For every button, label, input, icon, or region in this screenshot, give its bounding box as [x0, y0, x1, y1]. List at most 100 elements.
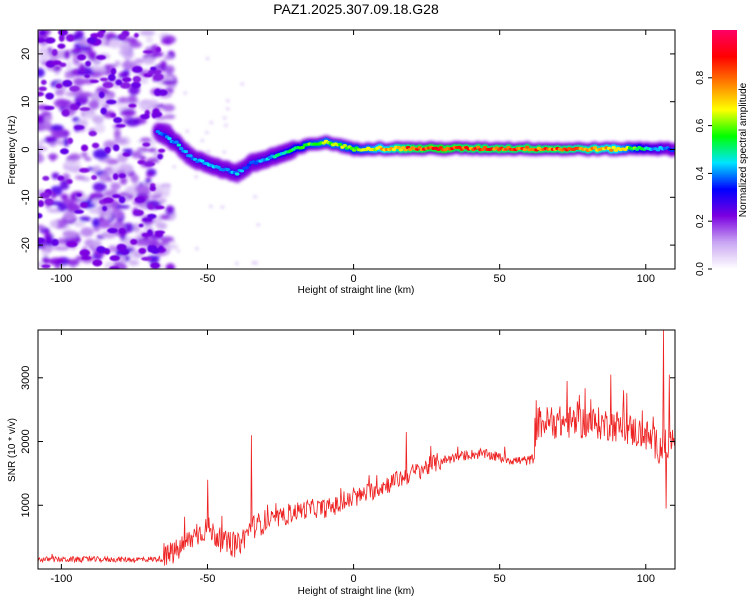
- noise-core: [102, 197, 114, 204]
- noise-speck: [254, 261, 258, 265]
- noise-blob: [165, 205, 175, 215]
- ridge-core: [522, 147, 528, 152]
- noise-blob: [63, 210, 76, 221]
- noise-core: [115, 123, 126, 128]
- noise-core: [112, 144, 120, 152]
- noise-core: [39, 30, 46, 36]
- noise-core: [154, 205, 165, 210]
- noise-blob: [91, 208, 101, 214]
- noise-core: [96, 245, 106, 254]
- noise-core: [150, 262, 160, 269]
- noise-core: [51, 238, 59, 247]
- noise-blob: [78, 37, 89, 46]
- y-tick-label: -10: [20, 189, 32, 205]
- noise-blob: [68, 153, 81, 161]
- noise-core: [44, 37, 56, 44]
- noise-core: [122, 77, 132, 83]
- noise-core: [141, 233, 151, 238]
- ridge-core: [592, 146, 598, 150]
- x-tick-label: 50: [494, 573, 506, 585]
- noise-blob: [81, 151, 88, 158]
- ridge-core: [246, 163, 252, 167]
- noise-blob: [145, 172, 154, 177]
- noise-core: [109, 255, 121, 262]
- noise-blob: [49, 153, 57, 162]
- y-tick-label: 1000: [20, 493, 32, 517]
- noise-core: [147, 69, 156, 75]
- noise-core: [66, 34, 75, 42]
- noise-blob: [118, 255, 126, 263]
- noise-blob: [99, 97, 107, 107]
- noise-core: [59, 148, 69, 155]
- noise-blob: [108, 245, 117, 253]
- noise-core: [43, 105, 55, 111]
- noise-blob: [38, 224, 45, 230]
- noise-blob: [149, 194, 162, 199]
- noise-blob: [165, 263, 176, 269]
- colorbar-gradient: [712, 30, 737, 269]
- noise-core: [107, 73, 116, 82]
- noise-blob: [64, 70, 72, 77]
- noise-blob: [118, 41, 132, 51]
- noise-speck: [240, 82, 244, 86]
- noise-speck: [226, 107, 230, 111]
- noise-blob: [158, 198, 167, 203]
- noise-core: [144, 161, 156, 167]
- noise-blob: [92, 217, 100, 228]
- noise-blob: [168, 83, 176, 90]
- noise-speck: [206, 57, 210, 60]
- noise-core: [58, 34, 65, 42]
- noise-blob: [80, 227, 94, 237]
- noise-blob: [38, 68, 45, 78]
- y-tick-label: 2000: [20, 429, 32, 453]
- noise-blob: [148, 147, 157, 153]
- noise-blob: [53, 98, 69, 108]
- colorbar-tick-label: 0.8: [695, 70, 706, 84]
- noise-blob: [121, 61, 133, 70]
- noise-speck: [224, 124, 228, 127]
- x-tick-label: 50: [494, 273, 506, 285]
- noise-blob: [38, 153, 45, 164]
- noise-speck: [223, 116, 227, 120]
- noise-speck: [183, 91, 187, 95]
- noise-blob: [134, 239, 151, 247]
- x-tick-label: -50: [200, 273, 216, 285]
- noise-blob: [114, 60, 121, 67]
- ridge-core: [342, 144, 348, 148]
- noise-core: [57, 30, 69, 36]
- noise-core: [112, 173, 119, 181]
- spectrogram-x-label: Height of straight line (km): [298, 285, 415, 296]
- noise-blob: [139, 155, 146, 161]
- noise-core: [107, 227, 118, 234]
- noise-core: [149, 185, 156, 192]
- noise-blob: [139, 30, 156, 36]
- ridge-core: [475, 145, 481, 149]
- x-tick-label: 0: [351, 573, 357, 585]
- ridge-core: [235, 172, 240, 176]
- noise-blob: [42, 249, 50, 257]
- noise-core: [57, 175, 65, 181]
- noise-blob: [63, 49, 71, 60]
- noise-blob: [46, 137, 58, 143]
- noise-blob: [165, 64, 175, 75]
- noise-core: [69, 85, 80, 92]
- ridge-core: [176, 143, 182, 147]
- snr-y-label: SNR (10 * v/v): [7, 418, 18, 482]
- noise-blob: [79, 91, 93, 98]
- y-tick-label: 0: [20, 146, 32, 152]
- noise-blob: [134, 58, 146, 64]
- noise-blob: [128, 259, 140, 266]
- noise-speck: [172, 240, 176, 243]
- noise-core: [44, 198, 54, 206]
- spectrogram-y-label: Frequency (Hz): [7, 116, 18, 185]
- x-tick-label: 0: [351, 273, 357, 285]
- noise-blobs: [38, 30, 260, 269]
- noise-core: [74, 125, 85, 130]
- noise-blob: [119, 110, 133, 116]
- noise-core: [45, 92, 55, 100]
- ridge-core: [253, 161, 259, 165]
- noise-blob: [161, 236, 170, 245]
- x-tick-label: -100: [50, 273, 72, 285]
- noise-blob: [145, 100, 159, 107]
